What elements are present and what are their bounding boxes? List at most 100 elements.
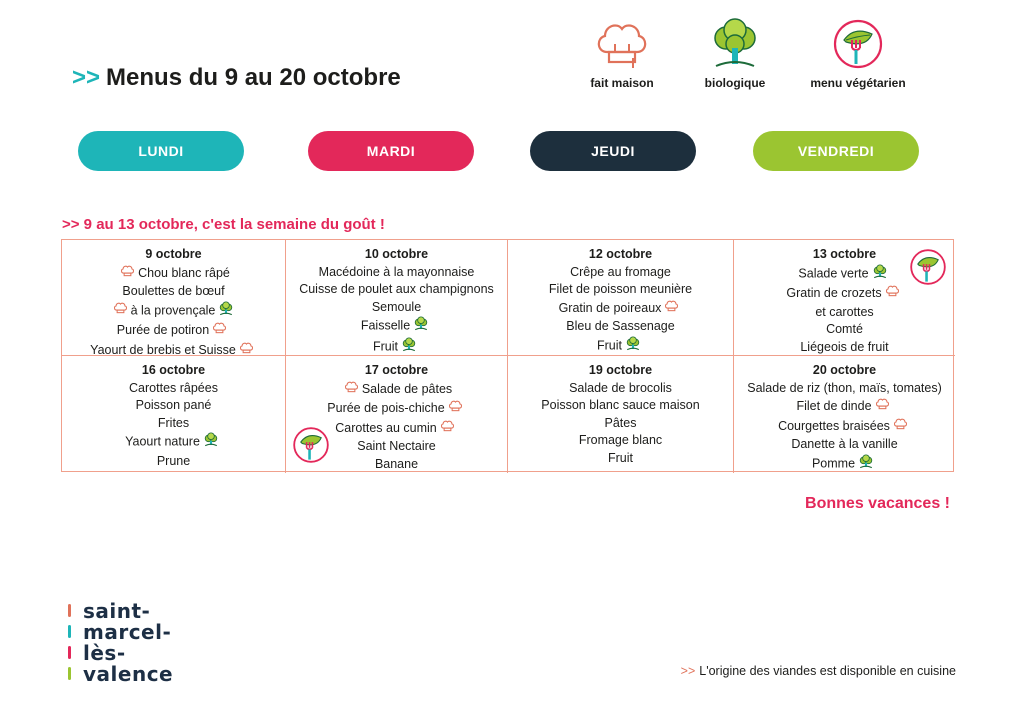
organic-tree-icon [714,18,756,67]
logo-bar [68,604,71,617]
vegetarian-leaf-icon [909,248,947,292]
menu-date: 9 octobre [145,247,202,261]
day-pill-jeudi: JEUDI [530,131,696,171]
menu-item-text: Carottes râpées [129,380,218,395]
legend-label: menu végétarien [810,76,906,90]
logo-text: saint- [83,598,151,623]
menu-item-text: Poisson blanc sauce maison [541,398,700,412]
chef-hat-icon [448,399,463,419]
menu-item: Salade de riz (thon, maïs, tomates) [734,380,955,398]
menu-item: Fruit [286,336,507,358]
menu-day-cell: 12 octobre Crêpe au fromage Filet de poiss… [508,240,734,356]
menu-item-text: Boulettes de bœuf [122,284,225,298]
chef-hat-icon [597,24,647,68]
menu-item-text: Pomme [811,456,856,471]
menu-item: Comté [734,321,955,339]
legend-vegetarien: menu végétarien [803,18,913,90]
menu-date: 12 octobre [588,247,653,261]
menu-item: Pâtes [508,415,733,433]
menu-item-text: Fruit [597,338,622,353]
menu-date: 16 octobre [141,363,206,377]
organic-tree-icon [401,336,417,358]
chef-hat-icon [664,299,679,319]
organic-tree-icon [218,300,234,322]
menu-item: Fruit [508,335,733,357]
menu-item: Fromage blanc [508,432,733,450]
menu-item-text: Courgettes braisées [778,418,890,433]
vegetarian-leaf-icon [292,426,330,470]
menu-item-text: et carottes [815,304,874,319]
menu-item: et carottes [734,304,955,322]
menu-day-cell: 16 octobre Carottes râpées Poisson pané Fri… [62,356,286,473]
menu-item: Poisson blanc sauce maison [508,397,733,415]
organic-tree-icon [858,453,874,475]
menu-item-text: Comté [826,322,863,336]
menu-item: Filet de dinde [734,397,955,417]
organic-tree-icon [872,263,888,285]
menu-item-text: Salade de pâtes [361,381,453,396]
menu-date: 19 octobre [588,363,653,377]
menu-item-text: Yaourt de brebis et Suisse [90,342,236,357]
menu-item: Salade de pâtes [286,380,507,400]
menu-item-text: à la provençale [130,303,216,318]
menu-item: Prune [62,453,285,471]
logo-bar [68,667,71,680]
organic-tree-icon [413,316,429,337]
legend-label: fait maison [590,76,654,90]
menu-item: Liégeois de fruit [734,339,955,357]
menu-item-text: Banane [374,456,419,471]
chef-hat-icon [239,341,254,361]
menu-item: Boulettes de bœuf [62,283,285,301]
logo-bar [68,625,71,638]
menu-day-cell: 10 octobre Macédoine à la mayonnaise Cuiss… [286,240,508,356]
menu-item: Bleu de Sassenage [508,318,733,336]
menu-item-text: Poisson pané [135,398,212,412]
menu-day-cell: 20 octobre Salade de riz (thon, maïs, tom… [734,356,955,473]
chef-hat-icon [885,284,900,304]
menu-item-text: Yaourt nature [125,434,200,449]
menu-date: 13 octobre [812,247,877,261]
menu-item: Faisselle [286,316,507,337]
menu-item: Gratin de poireaux [508,299,733,319]
menu-item: Macédoine à la mayonnaise [286,264,507,282]
menu-item-text: Pâtes [604,415,637,430]
logo-text: marcel- [83,619,172,644]
footer-text: L'origine des viandes est disponible en … [699,664,956,678]
chef-hat-icon [120,264,135,284]
menu-item-text: Salade verte [798,266,869,281]
menu-day-cell: 17 octobre Salade de pâtes Purée de pois-c… [286,356,508,473]
menu-day-cell: 13 octobre Salade verte Gratin de crozets e… [734,240,955,356]
menu-item: Yaourt nature [62,432,285,453]
menu-item: Pomme [734,453,955,475]
menu-day-cell: 19 octobre Salade de brocolis Poisson blan… [508,356,734,473]
menu-item-text: Gratin de poireaux [558,300,662,315]
day-pill-vendredi: VENDREDI [753,131,919,171]
meat-origin-note: >> L'origine des viandes est disponible e… [681,664,956,678]
menu-item-text: Faisselle [360,318,411,333]
menu-item-text: Gratin de crozets [786,286,882,301]
page-title: >> Menus du 9 au 20 octobre [72,64,401,92]
logo-bar [68,646,71,659]
menu-item-text: Carottes au cumin [335,420,437,435]
menu-item-text: Macédoine à la mayonnaise [318,264,475,279]
legend-biologique: biologique [680,18,790,90]
menu-date: 20 octobre [812,363,877,377]
chef-hat-icon [440,419,455,439]
organic-tree-icon [625,335,641,357]
menu-item-text: Fruit [373,339,398,354]
legend-label: biologique [704,76,766,90]
menu-item-text: Fromage blanc [578,433,663,447]
menu-date: 10 octobre [364,247,429,261]
menu-item-text: Fruit [608,450,633,465]
chef-hat-icon [893,417,908,437]
menu-item-text: Salade de riz (thon, maïs, tomates) [747,380,942,395]
menu-item: Banane [286,456,507,474]
menu-item: Saint Nectaire [286,438,507,456]
menu-item-text: Purée de potiron [116,323,210,338]
day-pill-mardi: MARDI [308,131,474,171]
day-pill-lundi: LUNDI [78,131,244,171]
chef-hat-icon [113,301,128,321]
menu-item: Crêpe au fromage [508,264,733,282]
chef-hat-icon [875,397,890,417]
menu-item-text: Crêpe au fromage [570,264,671,279]
